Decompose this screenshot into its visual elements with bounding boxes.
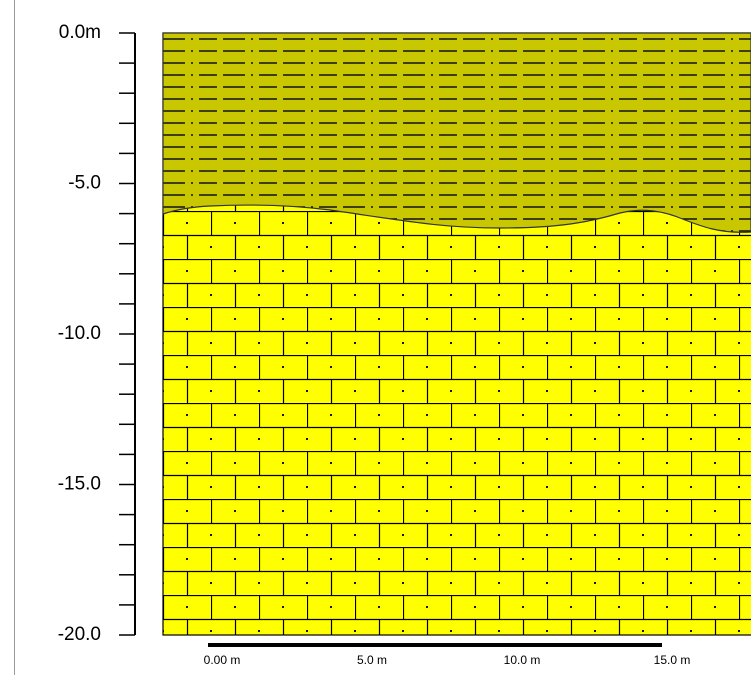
depth-label: 0.0m [59, 22, 101, 43]
scale-label: 10.0 m [504, 653, 541, 667]
scale-label: 5.0 m [357, 653, 387, 667]
depth-label: -20.0 [58, 624, 101, 645]
depth-label: -10.0 [58, 323, 101, 344]
depth-label: -5.0 [68, 173, 101, 194]
scale-label: 0.00 m [204, 653, 241, 667]
scale-label: 15.0 m [654, 653, 691, 667]
clay-layer [162, 32, 751, 233]
depth-label: -15.0 [58, 474, 101, 495]
